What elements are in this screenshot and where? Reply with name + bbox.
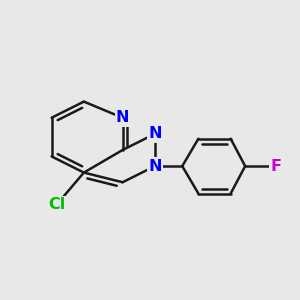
- Text: F: F: [270, 159, 281, 174]
- Text: N: N: [148, 126, 162, 141]
- Text: N: N: [116, 110, 129, 125]
- Text: Cl: Cl: [48, 197, 65, 212]
- Text: N: N: [148, 159, 162, 174]
